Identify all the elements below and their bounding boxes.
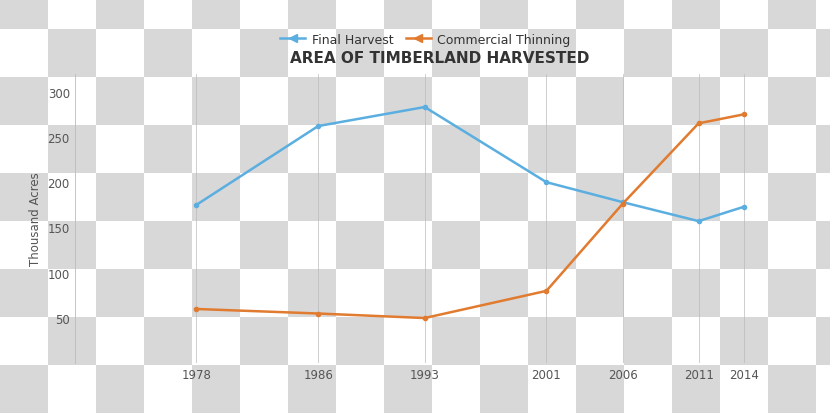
Final Harvest (313, 124, 323, 129)
Final Harvest (618, 200, 627, 205)
Final Harvest (694, 219, 704, 224)
Final Harvest (740, 205, 749, 210)
Final Harvest (420, 105, 430, 110)
Commercial Thinning (694, 121, 704, 126)
Line: Final Harvest: Final Harvest (194, 106, 746, 224)
Final Harvest (541, 180, 551, 185)
Line: Commercial Thinning: Commercial Thinning (194, 113, 746, 320)
Commercial Thinning (740, 112, 749, 117)
Title: AREA OF TIMBERLAND HARVESTED: AREA OF TIMBERLAND HARVESTED (290, 51, 589, 66)
Commercial Thinning (618, 202, 627, 207)
Commercial Thinning (420, 316, 430, 321)
Y-axis label: Thousand Acres: Thousand Acres (29, 172, 42, 266)
Commercial Thinning (192, 307, 202, 312)
Final Harvest (192, 203, 202, 208)
Legend: Final Harvest, Commercial Thinning: Final Harvest, Commercial Thinning (276, 28, 575, 52)
Commercial Thinning (313, 311, 323, 316)
Commercial Thinning (541, 289, 551, 294)
